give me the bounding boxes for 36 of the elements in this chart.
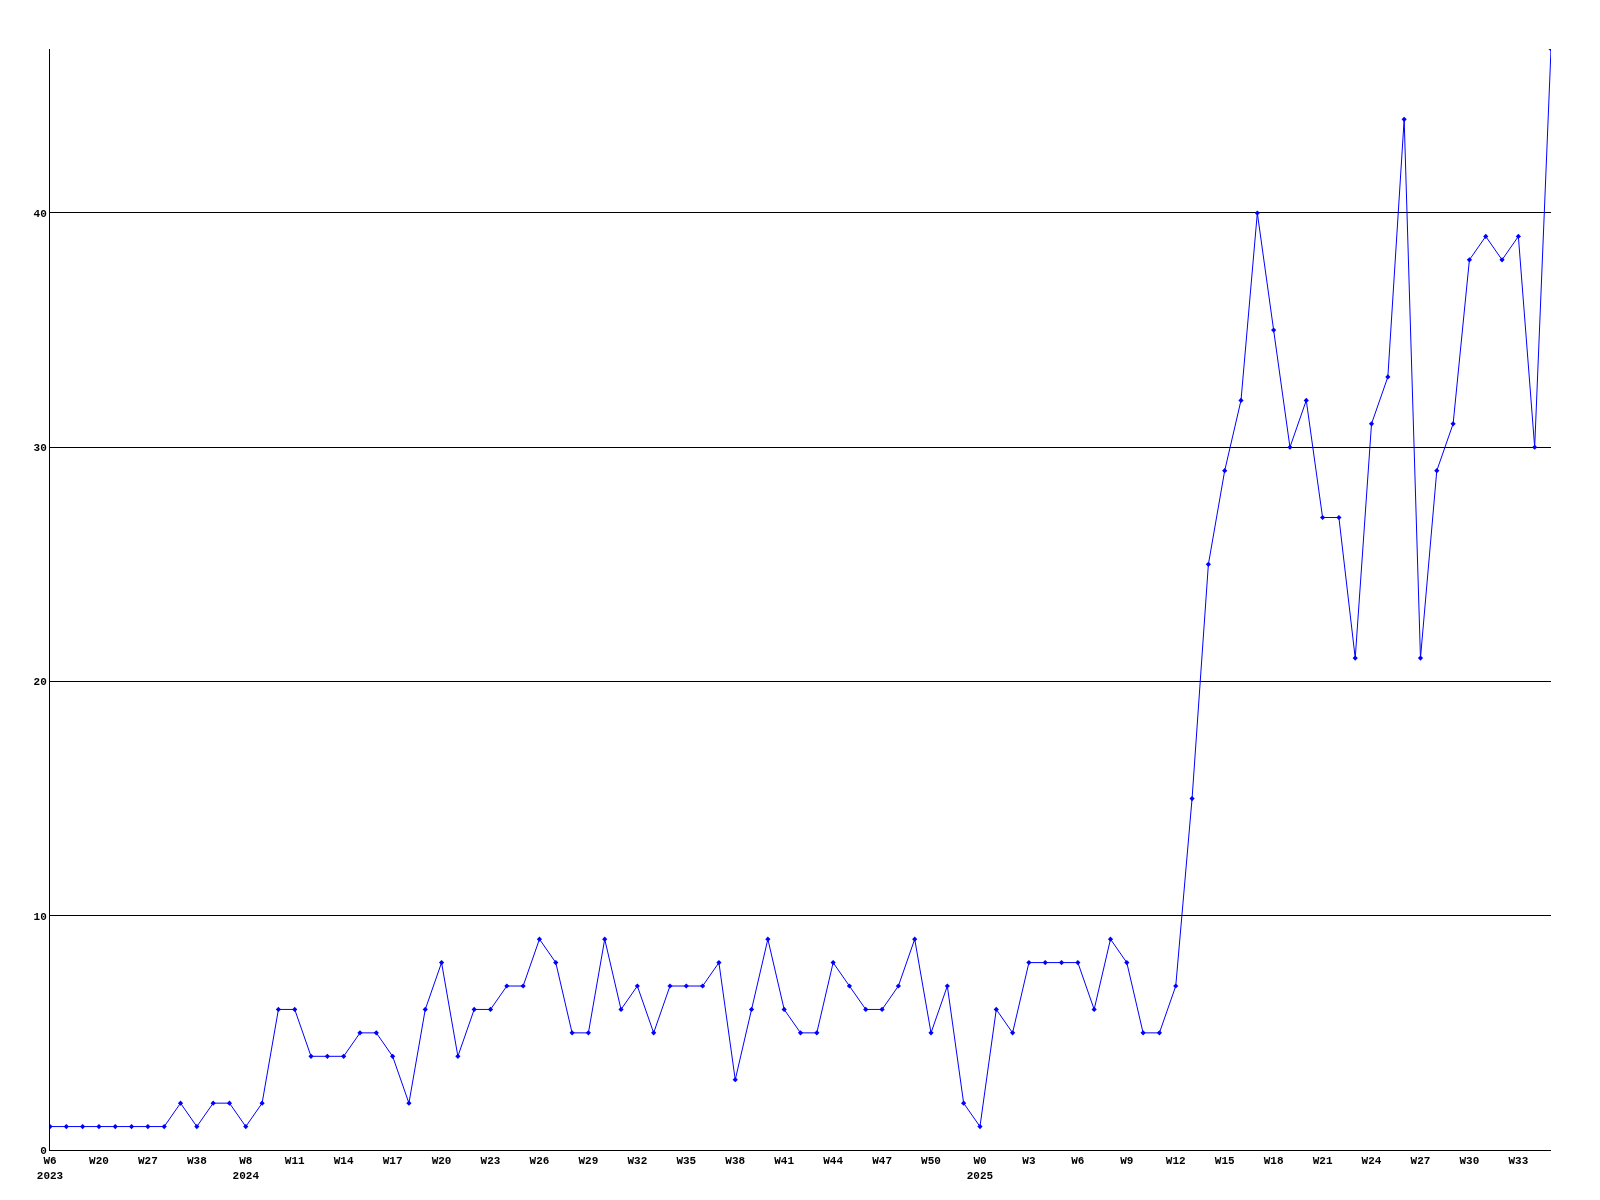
x-tick-label: W27 (137, 1155, 158, 1168)
x-tick-label: W6 (1071, 1155, 1085, 1168)
y-tick-label: 10 (33, 910, 47, 923)
x-tick-label: W41 (774, 1155, 795, 1168)
x-tick-label: W50 (921, 1155, 941, 1168)
x-tick-label: W17 (382, 1155, 403, 1168)
x-tick-label: W30 (1459, 1155, 1480, 1168)
x-tick-label: W11 (284, 1155, 306, 1168)
x-tick-label: W15 (1214, 1155, 1235, 1168)
x-tick-label: W27 (1410, 1155, 1431, 1168)
x-tick-label: W26 (529, 1155, 550, 1168)
x-tick-label: W29 (578, 1155, 599, 1168)
x-tick-label: W0 2025 (966, 1155, 994, 1182)
x-tick-label: W35 (676, 1155, 697, 1168)
x-tick-label: W3 (1022, 1155, 1036, 1168)
x-tick-label: W23 (480, 1155, 501, 1168)
x-tick-label: W38 (186, 1155, 208, 1168)
x-tick-label: W47 (872, 1155, 892, 1168)
y-tick-label: 40 (33, 207, 47, 220)
x-tick-label: W18 (1263, 1155, 1284, 1168)
x-tick-label: W44 (823, 1155, 844, 1168)
x-tick-label: W24 (1361, 1155, 1382, 1168)
x-tick-label: W6 2023 (36, 1155, 64, 1182)
x-tick-label: W21 (1312, 1155, 1333, 1168)
x-tick-label: W12 (1165, 1155, 1186, 1168)
x-tick-label: W20 (89, 1155, 109, 1168)
x-tick-label: W9 (1120, 1155, 1134, 1168)
x-tick-label: W8 2024 (232, 1155, 260, 1182)
y-tick-label: 20 (33, 676, 47, 689)
x-tick-label: W32 (627, 1155, 648, 1168)
x-tick-label: W38 (725, 1155, 746, 1168)
y-tick-label: 0 (40, 1144, 47, 1157)
y-tick-label: 30 (33, 442, 47, 455)
x-tick-label: W14 (333, 1155, 354, 1168)
x-tick-label: W20 (431, 1155, 452, 1168)
x-tick-label: W33 (1508, 1155, 1529, 1168)
